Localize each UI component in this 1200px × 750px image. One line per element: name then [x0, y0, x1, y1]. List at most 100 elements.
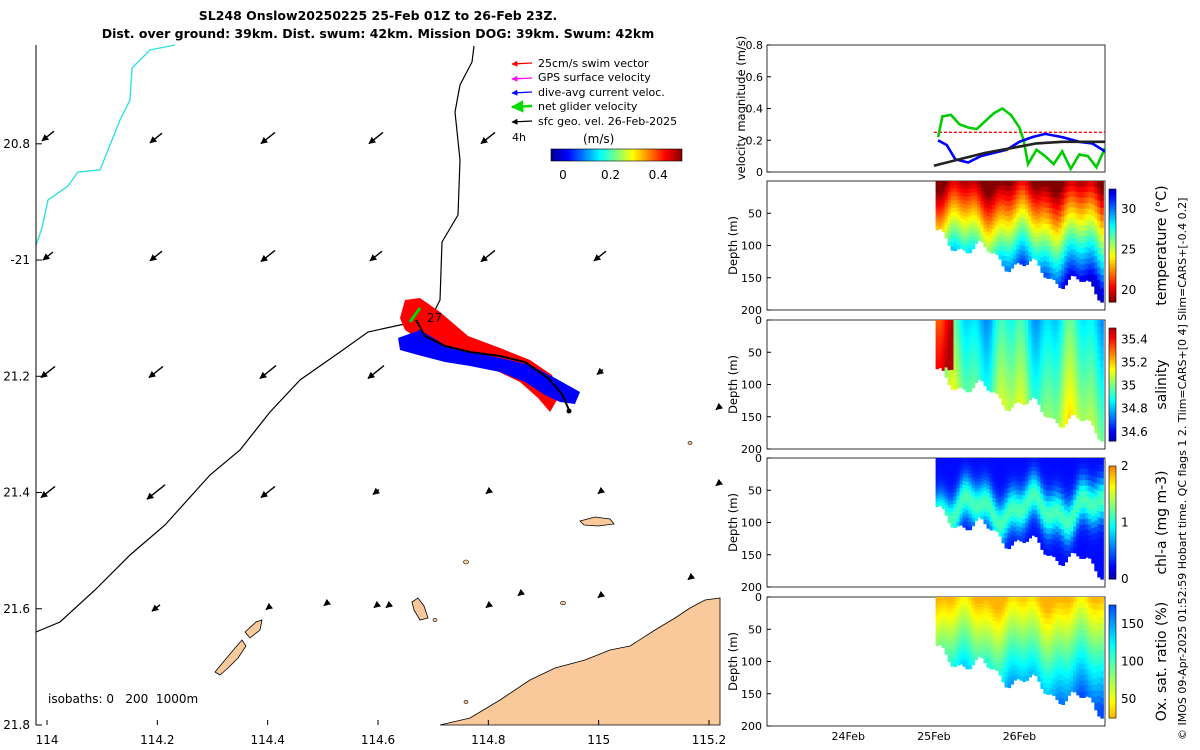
section-cell — [1028, 390, 1032, 396]
section-cell — [956, 627, 961, 632]
section-cell — [1091, 355, 1095, 362]
section-cell — [989, 216, 994, 222]
section-cell — [1079, 469, 1083, 476]
section-cell — [1040, 360, 1044, 367]
section-cell — [1064, 273, 1068, 280]
section-cell — [956, 510, 961, 516]
section-cell — [950, 604, 955, 610]
section-cell — [1001, 486, 1006, 492]
section-cell — [1010, 540, 1014, 546]
section-cell — [974, 375, 979, 380]
section-cell — [1079, 608, 1083, 615]
island-mid — [411, 597, 429, 621]
net-velocity-marker — [408, 307, 422, 323]
section-cell — [998, 462, 1003, 468]
section-cell — [1055, 331, 1059, 338]
section-cell — [1019, 531, 1023, 537]
section-cell — [1082, 536, 1086, 543]
section-cell — [989, 328, 994, 333]
section-cell — [1061, 181, 1065, 188]
section-cell — [959, 188, 964, 193]
section-cell — [1094, 287, 1098, 295]
section-cell — [1100, 684, 1104, 692]
section-cell — [1064, 492, 1068, 499]
section-cell — [1034, 372, 1038, 378]
section-cell — [1028, 337, 1032, 343]
section-cell — [1061, 192, 1065, 200]
section-cell — [1091, 413, 1095, 420]
section-cell — [1073, 484, 1077, 491]
section-cell — [1040, 483, 1044, 490]
section-cell — [1028, 368, 1032, 374]
section-cell — [1022, 185, 1026, 191]
section-cell — [947, 323, 952, 328]
section-cell — [1100, 427, 1104, 435]
section-cell — [1082, 458, 1086, 465]
section-cell — [1031, 509, 1035, 515]
section-cell — [1034, 505, 1038, 511]
section-cell — [1004, 265, 1009, 272]
section-cell — [980, 498, 985, 503]
section-cell — [944, 644, 949, 649]
section-cell — [962, 646, 967, 652]
section-cell — [1040, 345, 1044, 352]
section-cell — [1052, 268, 1056, 275]
section-cell — [1097, 359, 1101, 367]
section-cell — [1031, 328, 1035, 334]
chla-y-tick-label: 150 — [741, 549, 762, 562]
section-cell — [974, 513, 979, 518]
section-cell — [968, 185, 973, 190]
section-cell — [1010, 655, 1014, 661]
section-cell — [1079, 530, 1083, 537]
section-cell — [1055, 365, 1059, 372]
section-cell — [965, 660, 970, 666]
section-cell — [1091, 366, 1095, 374]
section-cell — [1037, 653, 1041, 659]
section-cell — [1010, 329, 1014, 336]
section-cell — [1043, 255, 1047, 262]
section-cell — [998, 328, 1003, 334]
section-cell — [1061, 614, 1065, 622]
section-cell — [971, 368, 976, 374]
section-cell — [974, 208, 979, 213]
section-cell — [971, 218, 976, 223]
section-cell — [944, 496, 949, 500]
section-cell — [1067, 662, 1071, 669]
section-cell — [947, 220, 952, 225]
section-cell — [986, 639, 991, 645]
section-cell — [1070, 659, 1074, 666]
section-cell — [1043, 666, 1047, 673]
section-cell — [1049, 688, 1053, 695]
section-cell — [971, 376, 976, 381]
section-cell — [947, 461, 952, 466]
section-cell — [998, 185, 1003, 191]
section-cell — [1037, 357, 1041, 363]
section-cell — [953, 508, 958, 513]
section-cell — [971, 181, 976, 186]
section-cell — [980, 197, 985, 202]
section-cell — [1043, 677, 1047, 683]
section-cell — [1022, 204, 1026, 210]
section-cell — [1088, 181, 1092, 188]
section-cell — [989, 660, 994, 666]
section-cell — [1085, 657, 1089, 664]
section-cell — [1043, 468, 1047, 475]
section-cell — [1097, 497, 1101, 505]
section-cell — [1070, 500, 1074, 506]
section-cell — [998, 246, 1003, 251]
section-cell — [998, 597, 1003, 602]
section-cell — [1013, 467, 1017, 473]
section-cell — [1052, 197, 1056, 204]
section-cell — [1040, 267, 1044, 273]
section-cell — [998, 479, 1003, 485]
section-cell — [1100, 414, 1104, 422]
section-cell — [1031, 241, 1035, 246]
section-cell — [1082, 474, 1086, 481]
section-cell — [962, 469, 967, 474]
section-cell — [1088, 375, 1092, 382]
section-cell — [959, 630, 964, 635]
section-cell — [1004, 211, 1009, 217]
section-cell — [1001, 620, 1006, 626]
section-cell — [1028, 194, 1032, 200]
section-cell — [1100, 630, 1104, 638]
